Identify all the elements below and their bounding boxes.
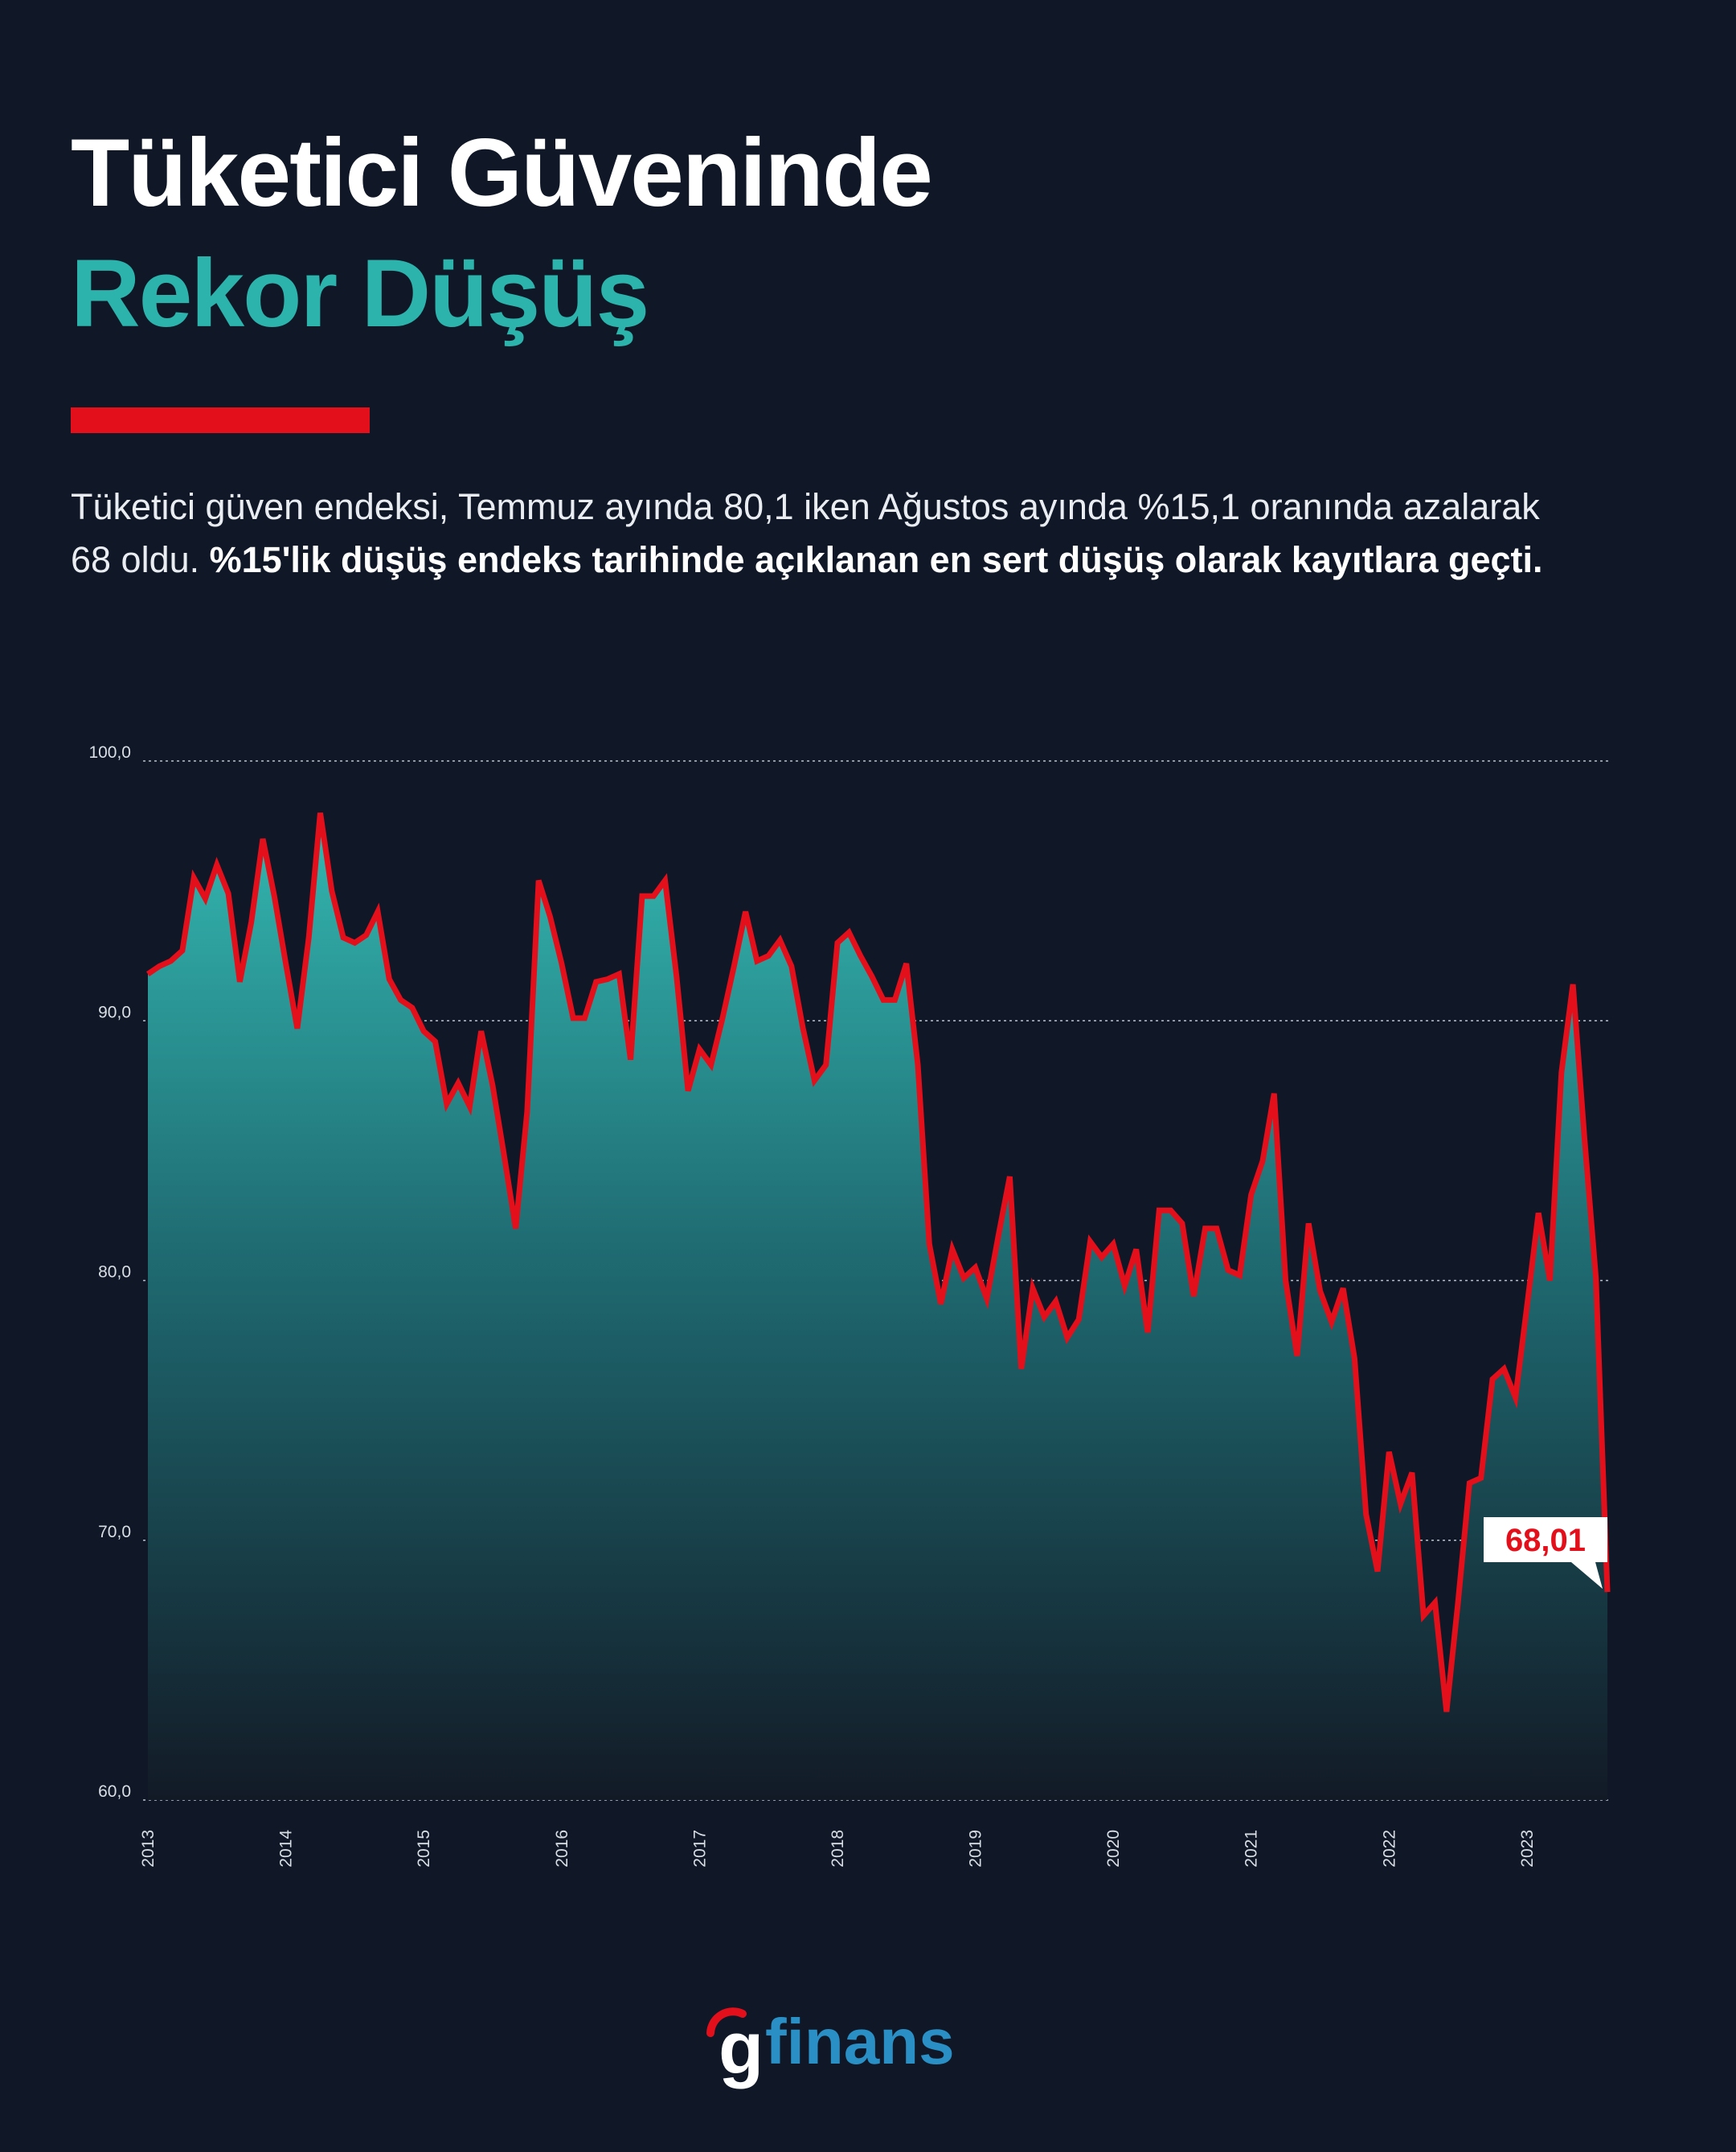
value-callout-label: 68,01 bbox=[1505, 1523, 1586, 1558]
description-bold: %15'lik düşüş endeks tarihinde açıklanan… bbox=[209, 539, 1543, 580]
series-line bbox=[146, 812, 1611, 1712]
accent-divider bbox=[71, 407, 370, 433]
logo-g: g bbox=[719, 2007, 764, 2089]
y-tick-label: 60,0 bbox=[98, 1782, 131, 1801]
consumer-confidence-chart: 100,090,080,070,060,0 2013 2014 2015 2016 20… bbox=[88, 743, 1611, 1868]
title-line-1: Tüketici Güveninde bbox=[71, 119, 933, 227]
title-line-2: Rekor Düşüş bbox=[71, 239, 649, 347]
x-tick-label: 2013 bbox=[139, 1830, 158, 1868]
value-callout-box bbox=[1484, 1517, 1607, 1589]
x-tick-label: 2015 bbox=[415, 1830, 433, 1868]
gfinans-logo: g finans bbox=[706, 2006, 955, 2089]
y-tick-label: 80,0 bbox=[98, 1263, 131, 1282]
x-tick-label: 2018 bbox=[829, 1830, 847, 1868]
series-layer bbox=[146, 812, 1611, 1800]
page-title: Tüketici Güveninde Rekor Düşüş bbox=[71, 113, 933, 354]
x-tick-label: 2021 bbox=[1243, 1830, 1261, 1868]
x-tick-label: 2017 bbox=[690, 1830, 709, 1868]
y-tick-label: 90,0 bbox=[98, 1003, 131, 1021]
x-tick-label: 2020 bbox=[1104, 1830, 1123, 1868]
x-tick-label: 2019 bbox=[967, 1830, 985, 1868]
x-tick-label: 2022 bbox=[1380, 1830, 1398, 1868]
x-tick-label: 2014 bbox=[277, 1830, 296, 1868]
x-tick-label: 2023 bbox=[1518, 1830, 1537, 1868]
x-tick-label: 2016 bbox=[553, 1830, 571, 1868]
logo-text: finans bbox=[765, 2006, 955, 2077]
description-text: Tüketici güven endeksi, Temmuz ayında 80… bbox=[71, 486, 1540, 580]
annotation-layer: 68,01 bbox=[1484, 1517, 1607, 1589]
x-axis-ticks: 2013 2014 2015 2016 2017 2018 2019 2020 2021 2022… bbox=[139, 1830, 1537, 1868]
y-axis-ticks: 100,0 90,0 80,0 70,0 60,0 bbox=[88, 743, 131, 1801]
y-tick-label: 70,0 bbox=[98, 1523, 131, 1541]
series-area bbox=[148, 812, 1607, 1800]
logo-arc bbox=[706, 2007, 747, 2037]
y-tick-label: 100,0 bbox=[88, 743, 131, 762]
description: Tüketici güven endeksi, Temmuz ayında 80… bbox=[71, 481, 1566, 587]
